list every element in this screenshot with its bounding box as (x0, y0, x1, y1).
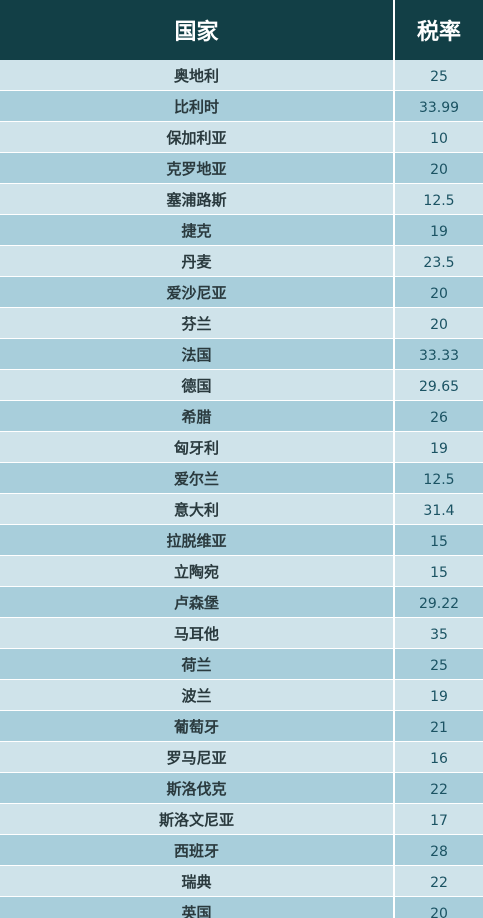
rate-cell: 22 (395, 773, 483, 803)
rate-cell: 17 (395, 804, 483, 834)
rate-cell: 35 (395, 618, 483, 648)
table-row: 德国 29.65 (0, 370, 483, 401)
country-cell: 德国 (0, 370, 393, 400)
country-cell: 拉脱维亚 (0, 525, 393, 555)
country-cell: 瑞典 (0, 866, 393, 896)
country-cell: 爱尔兰 (0, 463, 393, 493)
rate-cell: 20 (395, 153, 483, 183)
table-row: 意大利 31.4 (0, 494, 483, 525)
rate-cell: 15 (395, 525, 483, 555)
country-cell: 法国 (0, 339, 393, 369)
country-cell: 希腊 (0, 401, 393, 431)
country-cell: 斯洛伐克 (0, 773, 393, 803)
table-row: 英国 20 (0, 897, 483, 918)
rate-cell: 28 (395, 835, 483, 865)
country-cell: 马耳他 (0, 618, 393, 648)
country-cell: 西班牙 (0, 835, 393, 865)
table-row: 斯洛伐克 22 (0, 773, 483, 804)
table-row: 瑞典 22 (0, 866, 483, 897)
country-cell: 保加利亚 (0, 122, 393, 152)
country-cell: 爱沙尼亚 (0, 277, 393, 307)
rate-cell: 19 (395, 215, 483, 245)
table-row: 芬兰 20 (0, 308, 483, 339)
rate-cell: 19 (395, 680, 483, 710)
country-cell: 波兰 (0, 680, 393, 710)
table-row: 马耳他 35 (0, 618, 483, 649)
table-row: 荷兰 25 (0, 649, 483, 680)
country-cell: 葡萄牙 (0, 711, 393, 741)
table-row: 西班牙 28 (0, 835, 483, 866)
table-header: 国家 税率 (0, 0, 483, 60)
table-row: 爱沙尼亚 20 (0, 277, 483, 308)
country-cell: 芬兰 (0, 308, 393, 338)
table-row: 立陶宛 15 (0, 556, 483, 587)
rate-cell: 25 (395, 60, 483, 90)
table-row: 波兰 19 (0, 680, 483, 711)
table-row: 葡萄牙 21 (0, 711, 483, 742)
rate-cell: 15 (395, 556, 483, 586)
country-cell: 英国 (0, 897, 393, 918)
rate-cell: 12.5 (395, 463, 483, 493)
rate-cell: 19 (395, 432, 483, 462)
country-cell: 塞浦路斯 (0, 184, 393, 214)
rate-cell: 20 (395, 308, 483, 338)
rate-cell: 33.33 (395, 339, 483, 369)
country-cell: 丹麦 (0, 246, 393, 276)
rate-cell: 22 (395, 866, 483, 896)
country-cell: 斯洛文尼亚 (0, 804, 393, 834)
rate-cell: 31.4 (395, 494, 483, 524)
rate-cell: 23.5 (395, 246, 483, 276)
table-row: 克罗地亚 20 (0, 153, 483, 184)
header-rate: 税率 (395, 0, 483, 60)
rate-cell: 20 (395, 277, 483, 307)
table-row: 爱尔兰 12.5 (0, 463, 483, 494)
header-country: 国家 (0, 0, 393, 60)
rate-cell: 25 (395, 649, 483, 679)
table-row: 斯洛文尼亚 17 (0, 804, 483, 835)
country-cell: 卢森堡 (0, 587, 393, 617)
table-body: 奥地利 25 比利时 33.99 保加利亚 10 克罗地亚 20 塞浦路斯 12.5 捷克 19 丹麦 2… (0, 60, 483, 918)
rate-cell: 29.22 (395, 587, 483, 617)
country-cell: 克罗地亚 (0, 153, 393, 183)
country-cell: 捷克 (0, 215, 393, 245)
country-cell: 奥地利 (0, 60, 393, 90)
table-row: 丹麦 23.5 (0, 246, 483, 277)
rate-cell: 10 (395, 122, 483, 152)
country-cell: 意大利 (0, 494, 393, 524)
rate-cell: 20 (395, 897, 483, 918)
rate-cell: 16 (395, 742, 483, 772)
table-row: 罗马尼亚 16 (0, 742, 483, 773)
rate-cell: 12.5 (395, 184, 483, 214)
table-row: 法国 33.33 (0, 339, 483, 370)
table-row: 奥地利 25 (0, 60, 483, 91)
table-row: 匈牙利 19 (0, 432, 483, 463)
table-row: 保加利亚 10 (0, 122, 483, 153)
table-row: 塞浦路斯 12.5 (0, 184, 483, 215)
country-cell: 罗马尼亚 (0, 742, 393, 772)
country-cell: 荷兰 (0, 649, 393, 679)
rate-cell: 33.99 (395, 91, 483, 121)
table-row: 卢森堡 29.22 (0, 587, 483, 618)
country-cell: 比利时 (0, 91, 393, 121)
table-row: 比利时 33.99 (0, 91, 483, 122)
table-row: 拉脱维亚 15 (0, 525, 483, 556)
rate-cell: 26 (395, 401, 483, 431)
rate-cell: 21 (395, 711, 483, 741)
country-cell: 立陶宛 (0, 556, 393, 586)
table-row: 希腊 26 (0, 401, 483, 432)
country-cell: 匈牙利 (0, 432, 393, 462)
rate-cell: 29.65 (395, 370, 483, 400)
table-row: 捷克 19 (0, 215, 483, 246)
